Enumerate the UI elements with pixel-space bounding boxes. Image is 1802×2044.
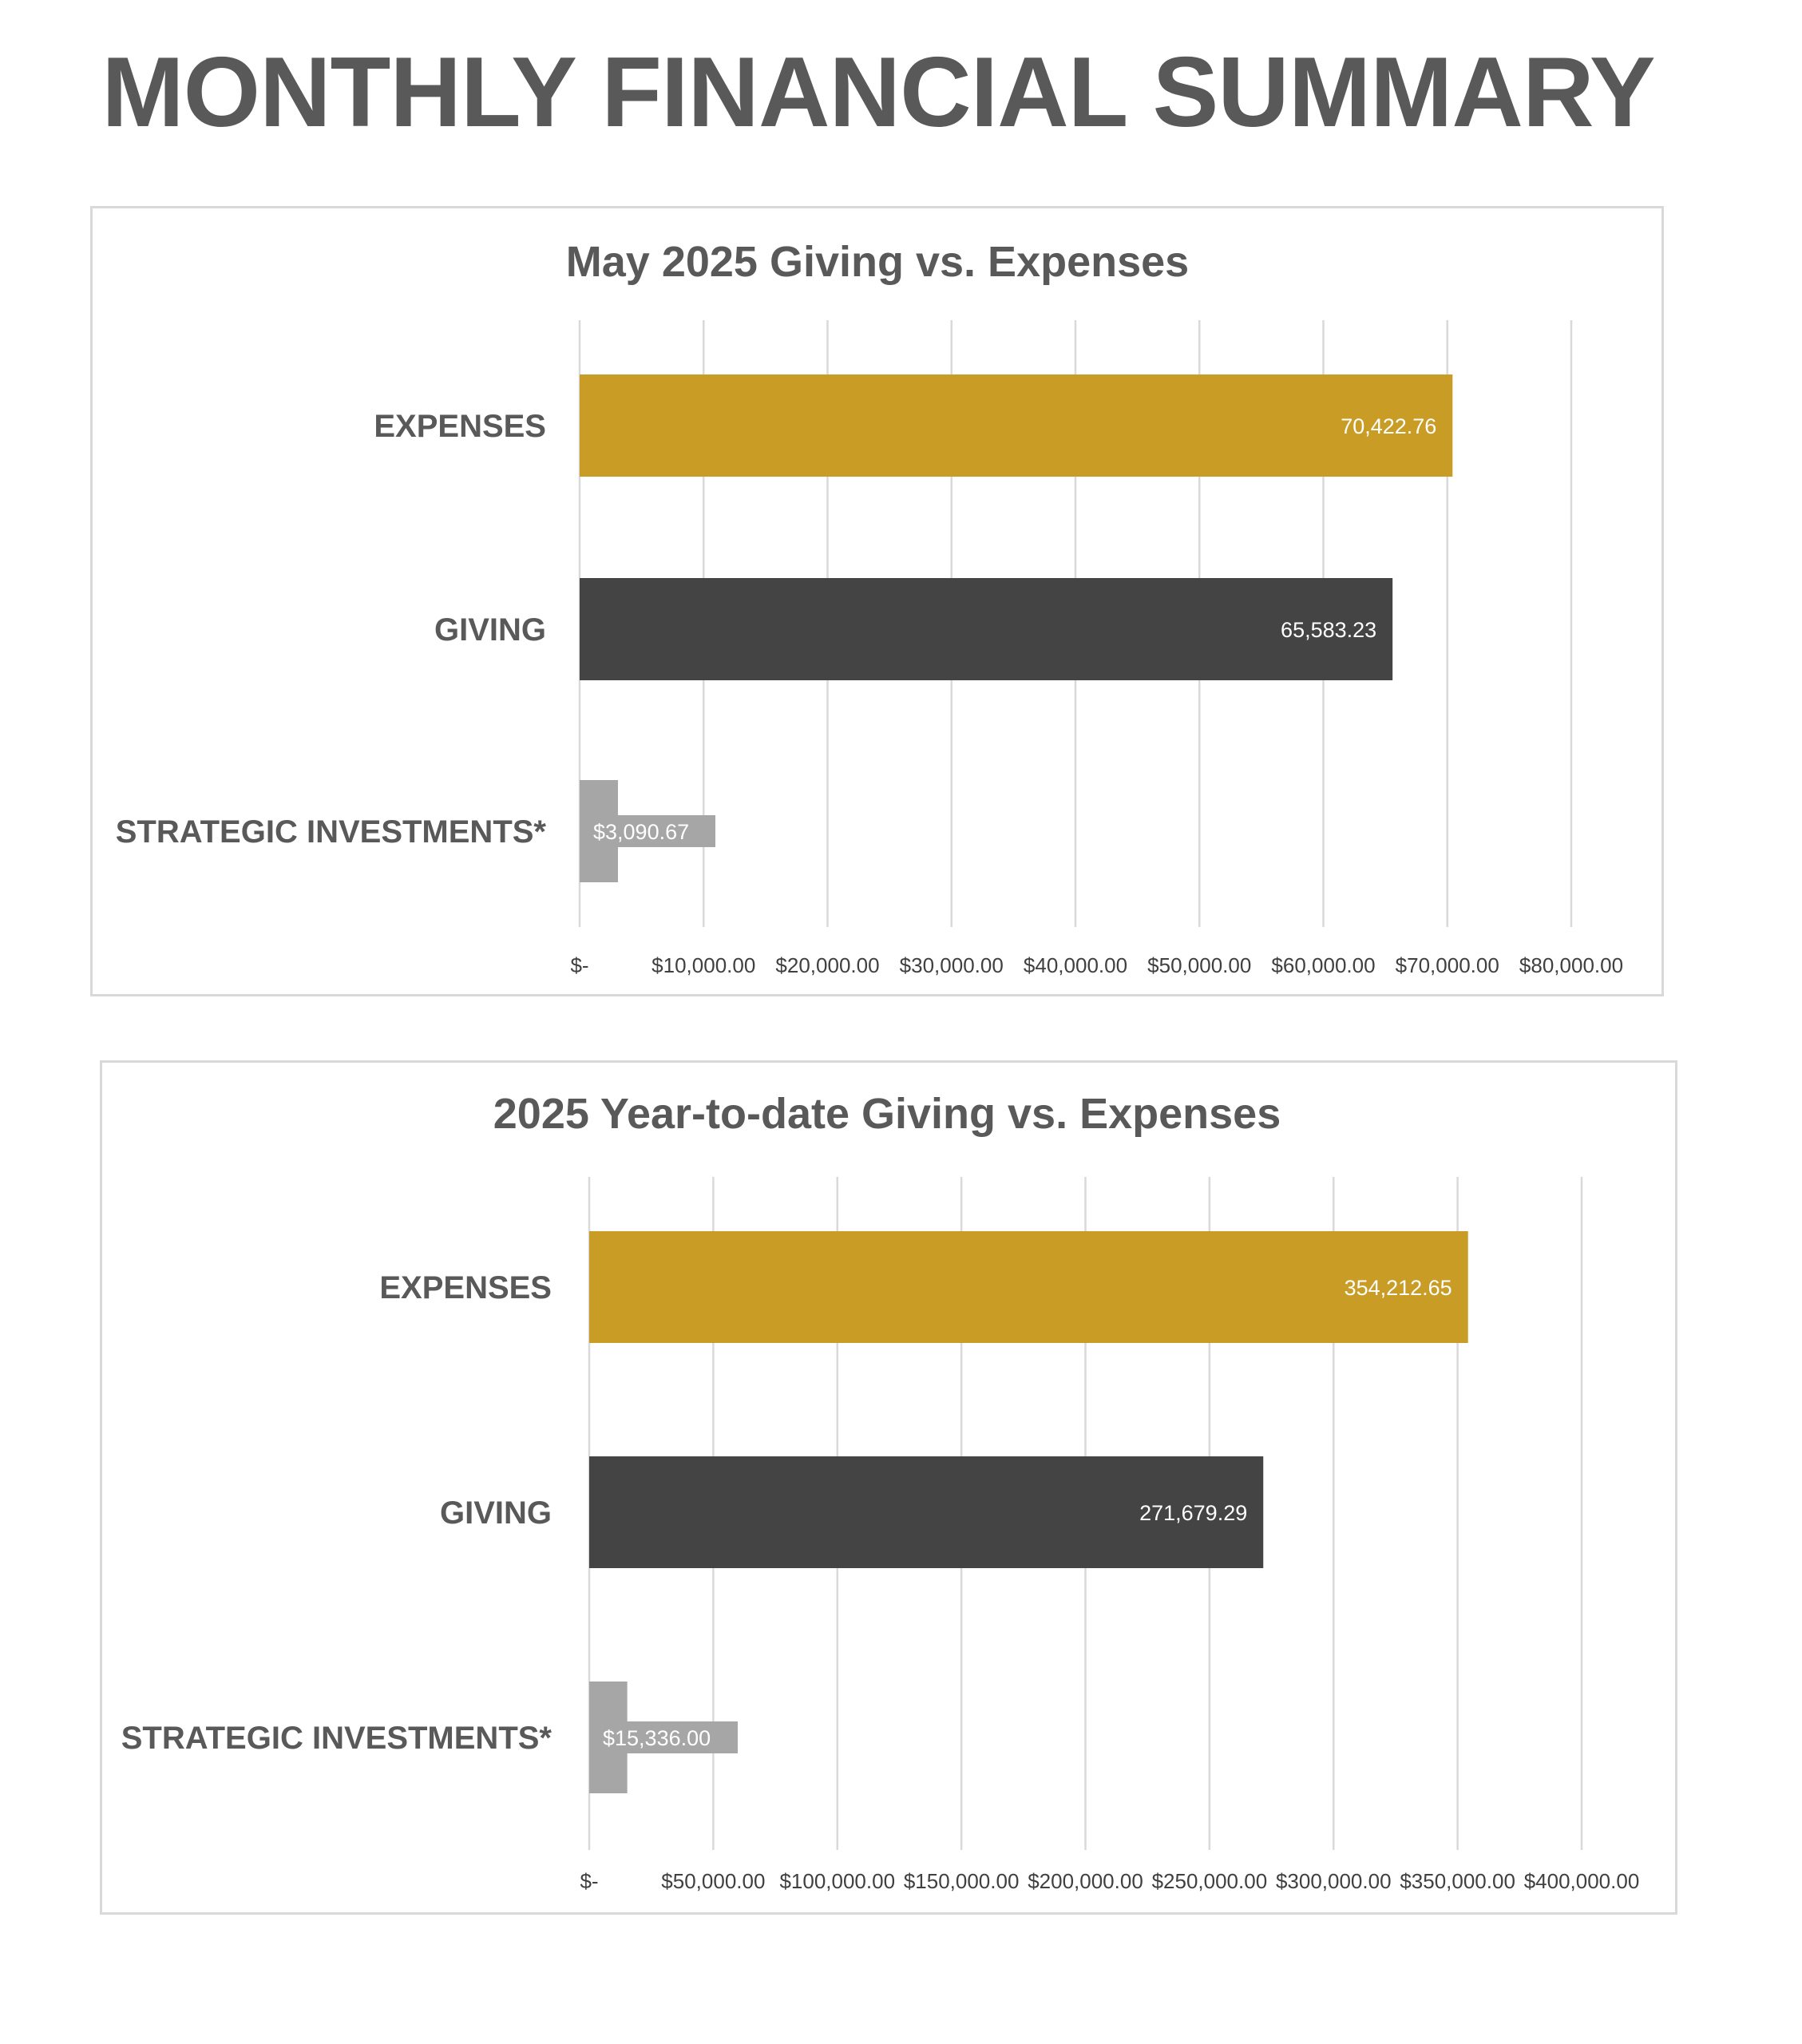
ytd-x-tick-label: $400,000.00 — [1524, 1869, 1640, 1893]
monthly-data-label-expenses: 70,422.76 — [1341, 414, 1436, 438]
monthly-x-tick-label: $40,000.00 — [1024, 953, 1127, 977]
ytd-category-label-giving: GIVING — [440, 1495, 552, 1531]
ytd-x-tick-label: $150,000.00 — [904, 1869, 1020, 1893]
monthly-giving-vs-expenses-chart: May 2025 Giving vs. Expenses $- $10,000.00… — [116, 238, 1623, 977]
monthly-x-tick-label: $- — [570, 953, 588, 977]
ytd-data-label-expenses: 354,212.65 — [1345, 1276, 1452, 1300]
monthly-data-label-strategic: $3,090.67 — [593, 820, 689, 844]
monthly-x-tick-label: $50,000.00 — [1147, 953, 1251, 977]
ytd-x-tick-label: $50,000.00 — [661, 1869, 765, 1893]
page-title: MONTHLY FINANCIAL SUMMARY — [101, 38, 1655, 148]
monthly-x-tick-label: $80,000.00 — [1519, 953, 1623, 977]
monthly-category-label-strategic: STRATEGIC INVESTMENTS* — [116, 814, 547, 850]
ytd-chart-title: 2025 Year-to-date Giving vs. Expenses — [493, 1090, 1281, 1138]
ytd-data-label-strategic: $15,336.00 — [603, 1726, 711, 1750]
monthly-x-tick-label: $60,000.00 — [1271, 953, 1375, 977]
ytd-category-label-expenses: EXPENSES — [379, 1270, 552, 1305]
monthly-x-tick-label: $70,000.00 — [1396, 953, 1499, 977]
monthly-category-label-expenses: EXPENSES — [374, 409, 546, 444]
ytd-category-label-strategic: STRATEGIC INVESTMENTS* — [121, 1721, 552, 1756]
ytd-chart-panel: 2025 Year-to-date Giving vs. Expenses $- $… — [100, 1060, 1677, 1915]
ytd-x-tick-label: $350,000.00 — [1400, 1869, 1515, 1893]
ytd-bar-expenses — [589, 1231, 1468, 1343]
ytd-x-tick-label: $250,000.00 — [1152, 1869, 1268, 1893]
monthly-x-tick-label: $10,000.00 — [651, 953, 755, 977]
ytd-bar-giving — [589, 1456, 1264, 1568]
monthly-x-tick-label: $20,000.00 — [775, 953, 879, 977]
ytd-data-label-box-strategic — [596, 1721, 738, 1753]
monthly-data-label-box-strategic — [586, 815, 715, 847]
ytd-x-tick-label: $200,000.00 — [1028, 1869, 1143, 1893]
monthly-bar-giving — [580, 578, 1393, 680]
monthly-chart-panel: May 2025 Giving vs. Expenses $- $10,000.00… — [90, 206, 1664, 996]
monthly-data-label-giving: 65,583.23 — [1281, 618, 1376, 642]
ytd-x-tick-label: $100,000.00 — [779, 1869, 895, 1893]
monthly-x-tick-label: $30,000.00 — [900, 953, 1004, 977]
ytd-x-tick-label: $300,000.00 — [1276, 1869, 1392, 1893]
monthly-chart-title: May 2025 Giving vs. Expenses — [566, 238, 1189, 286]
ytd-data-label-giving: 271,679.29 — [1139, 1501, 1247, 1525]
ytd-giving-vs-expenses-chart: 2025 Year-to-date Giving vs. Expenses $- $… — [121, 1090, 1640, 1893]
monthly-category-label-giving: GIVING — [434, 612, 546, 648]
monthly-bar-expenses — [580, 374, 1453, 477]
ytd-x-tick-label: $- — [580, 1869, 598, 1893]
